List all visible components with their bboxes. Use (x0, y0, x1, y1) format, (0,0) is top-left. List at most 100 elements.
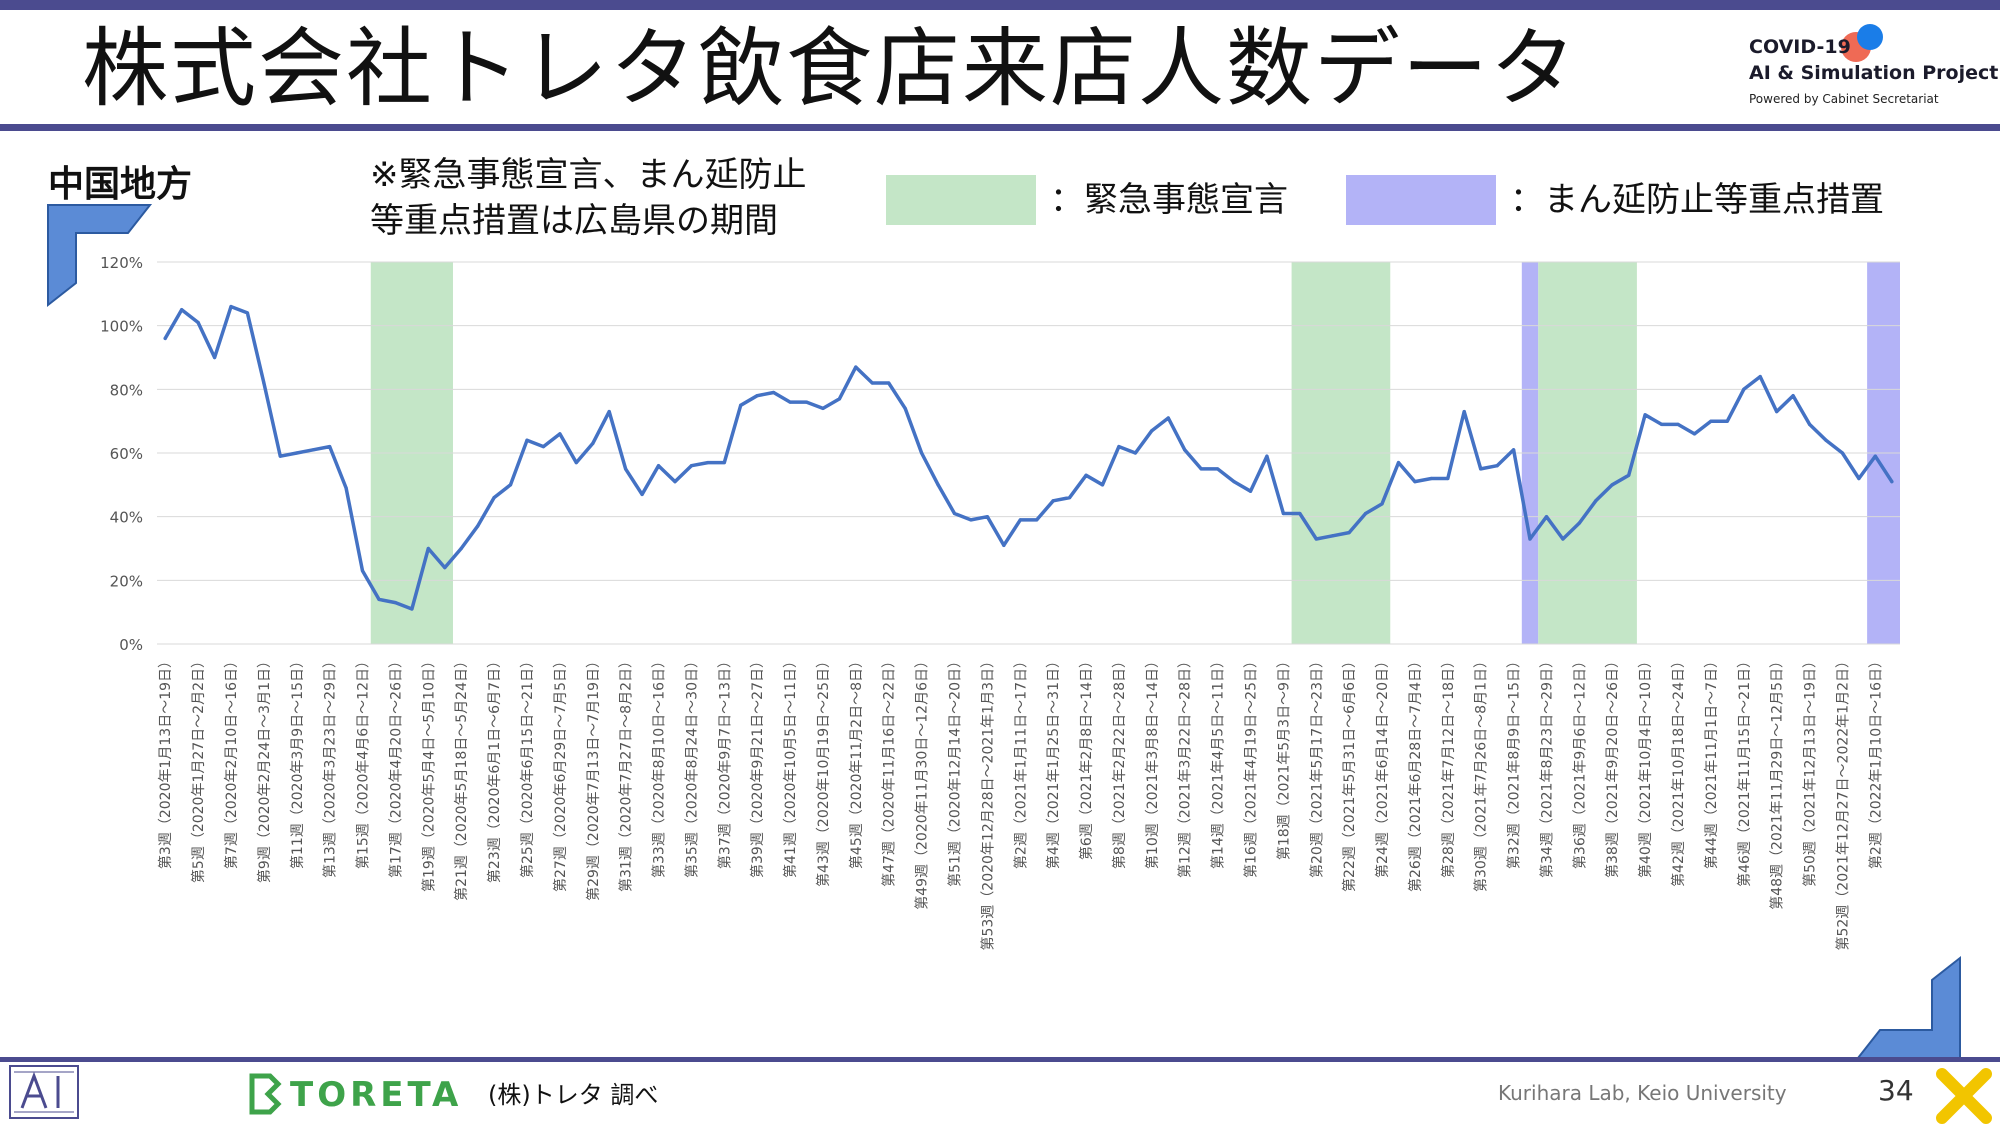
x-tick-label: 第49週（2020年11月30日～12月6日） (914, 654, 931, 910)
data-point (1314, 537, 1318, 541)
data-point (1215, 467, 1220, 471)
data-point (903, 406, 907, 411)
data-point (492, 495, 496, 500)
x-tick-label: 第45週（2020年11月2日～8日） (848, 654, 865, 869)
data-point (969, 518, 973, 522)
data-point (1775, 410, 1779, 414)
data-point (1281, 511, 1285, 516)
y-tick-label: 100% (100, 318, 143, 336)
x-tick-label: 第52週（2021年12月27日～2022年1月2日） (1834, 654, 1851, 951)
data-point (607, 410, 611, 414)
keio-ai-logo-icon (9, 1065, 79, 1119)
data-point (1643, 413, 1647, 417)
x-tick-label: 第38週（2021年9月20日～26日） (1604, 654, 1621, 878)
data-point (1873, 454, 1877, 458)
x-tick-label: 第5週（2020年1月27日～2月2日） (190, 654, 207, 883)
data-point (476, 524, 480, 528)
x-tick-label: 第47週（2020年11月16日～22日） (881, 654, 898, 887)
data-point (1709, 419, 1713, 423)
x-tick-label: 第51週（2020年12月14日～20日） (947, 654, 964, 887)
data-point (1627, 473, 1631, 477)
data-point (410, 607, 414, 611)
data-point (1100, 483, 1105, 487)
logo-line-1: COVID-19 (1749, 36, 1851, 58)
x-tick-label: 第37週（2020年9月7日～13日） (716, 654, 733, 869)
data-point (1857, 476, 1861, 481)
data-point (344, 486, 348, 490)
data-point (311, 448, 315, 452)
data-point (1561, 537, 1565, 541)
data-point (821, 406, 825, 411)
x-tick-label: 第21週（2020年5月18日～5月24日） (453, 654, 470, 901)
data-point (278, 454, 282, 458)
footer-divider (0, 1057, 2000, 1062)
x-tick-label: 第34週（2021年8月23日～29日） (1538, 654, 1555, 878)
data-point (1610, 483, 1614, 487)
x-tick-label: 第23週（2020年6月1日～6月7日） (486, 654, 503, 883)
x-tick-label: 第8週（2021年2月22日～28日） (1111, 654, 1128, 869)
x-tick-label: 第4週（2021年1月25日～31日） (1045, 654, 1062, 869)
data-point (443, 566, 447, 570)
y-tick-label: 0% (119, 636, 143, 654)
data-point (1068, 495, 1072, 500)
x-tick-label: 第2週（2021年1月11日～17日） (1012, 654, 1029, 869)
legend-priority-label: ：まん延防止等重点措置 (1510, 180, 1884, 220)
x-tick-label: 第30週（2021年7月26日～8月1日） (1473, 654, 1490, 892)
data-point (393, 601, 398, 605)
data-point (1199, 467, 1203, 471)
x-tick-label: 第12週（2021年3月22日～28日） (1177, 654, 1194, 878)
lab-credit: Kurihara Lab, Keio University (1498, 1081, 1787, 1105)
toreta-wordmark: TORETA (290, 1075, 463, 1115)
data-point (574, 460, 578, 465)
data-point (1479, 467, 1483, 471)
data-point (722, 460, 726, 465)
x-tick-label: 第35週（2020年8月24日～30日） (683, 654, 700, 878)
data-point (1807, 422, 1812, 426)
legend-emergency-label: ：緊急事態宣言 (1050, 180, 1288, 220)
data-point (196, 320, 200, 325)
x-tick-label: 第42週（2021年10月18日～24日） (1670, 654, 1687, 887)
x-tick-label: 第26週（2021年6月28日～7月4日） (1407, 654, 1424, 892)
data-point (360, 569, 365, 573)
data-point (920, 451, 924, 455)
data-point (1347, 530, 1351, 535)
data-point (1758, 375, 1762, 379)
data-point (936, 483, 940, 487)
data-point (706, 460, 710, 465)
data-point (245, 311, 250, 315)
data-point (1051, 499, 1055, 503)
data-point (985, 515, 989, 519)
x-logo-icon (1936, 1068, 1992, 1124)
corner-bracket-bottom-right-icon (1855, 955, 1961, 1059)
series-line (163, 304, 1894, 611)
data-point (1495, 464, 1499, 468)
data-point (689, 464, 694, 468)
data-point (558, 432, 562, 436)
data-point (837, 397, 842, 401)
data-point (1248, 489, 1253, 493)
data-point (656, 464, 661, 468)
x-tick-label: 第24週（2021年6月14日～20日） (1374, 654, 1391, 878)
toreta-mark-icon (249, 1073, 282, 1115)
note-line-2: 等重点措置は広島県の期間 (370, 201, 778, 241)
x-tick-label: 第18週（2021年5月3日～9日） (1275, 654, 1292, 860)
x-tick-label: 第50週（2021年12月13日～19日） (1802, 654, 1819, 887)
source-note: (株)トレタ 調べ (488, 1081, 659, 1109)
covid-project-logo: COVID-19 AI & Simulation Project Powered… (1745, 24, 1998, 120)
data-point (212, 355, 217, 360)
data-point (673, 480, 677, 484)
x-tick-label: 第2週（2022年1月10日～16日） (1867, 654, 1884, 869)
data-point (295, 451, 299, 455)
data-point (1511, 448, 1516, 452)
data-point (1692, 432, 1697, 436)
x-tick-label: 第36週（2021年9月6日～12日） (1571, 654, 1588, 869)
data-point (1117, 445, 1121, 449)
data-point (1084, 473, 1088, 477)
data-point (1298, 511, 1302, 516)
data-point (1659, 422, 1664, 426)
x-tick-label: 第14週（2021年4月5日～11日） (1210, 654, 1227, 869)
x-tick-label: 第31週（2020年7月27日～8月2日） (618, 654, 635, 892)
data-point (1462, 410, 1466, 414)
data-point (229, 304, 233, 309)
data-point (1594, 499, 1598, 503)
